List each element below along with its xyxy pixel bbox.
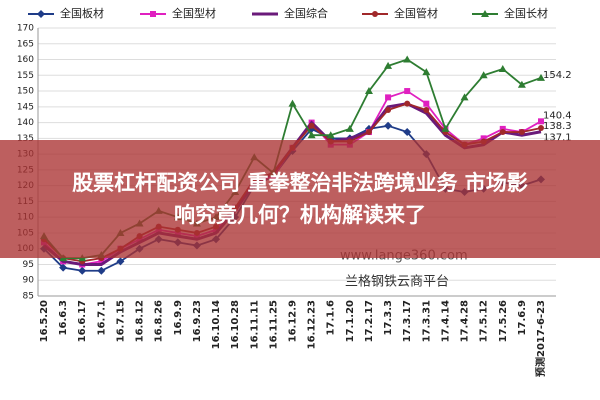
banner-text: 股票杠杆配资公司 重拳整治非法跨境业务 市场影 [72, 171, 528, 195]
point-marker [385, 106, 392, 113]
y-tick-label: 85 [23, 292, 34, 302]
y-tick-label: 170 [17, 24, 34, 34]
x-tick-label: 17.3.17 [402, 300, 413, 342]
legend-item: 全国综合 [252, 6, 328, 20]
point-marker [403, 128, 412, 137]
x-tick-label: 17.2.17 [364, 300, 375, 342]
x-tick-label: 16.11.11 [249, 300, 260, 349]
x-tick-label: 17.4.14 [440, 300, 451, 342]
legend-label: 全国长材 [504, 6, 548, 20]
watermark: 兰格钢铁云商平台 [345, 274, 449, 290]
legend-marker [150, 11, 156, 17]
point-marker [518, 129, 525, 136]
data-label: 140.4 [543, 110, 572, 121]
point-marker [97, 266, 106, 275]
point-marker [479, 71, 488, 79]
y-tick-label: 135 [17, 134, 34, 144]
x-tick-label: 16.5.20 [39, 300, 50, 342]
y-tick-label: 140 [17, 118, 34, 128]
x-tick-label: 16.12.23 [307, 300, 318, 349]
point-marker [517, 80, 526, 88]
x-tick-label: 16.7.1 [96, 300, 107, 335]
point-marker [537, 73, 545, 81]
point-marker [538, 124, 544, 131]
x-tick-label: 16.7.15 [115, 300, 126, 342]
point-marker [499, 129, 506, 136]
x-tick-label: 17.3.31 [421, 300, 432, 342]
y-tick-label: 90 [23, 276, 35, 286]
point-marker [423, 106, 430, 113]
y-tick-label: 160 [17, 55, 34, 65]
x-tick-label: 17.6.9 [517, 300, 528, 335]
x-tick-label: 16.9.23 [192, 300, 203, 342]
point-marker [499, 125, 506, 132]
point-marker [308, 122, 315, 129]
point-marker [403, 55, 412, 63]
y-tick-label: 155 [17, 71, 34, 81]
x-tick-label: 17.1.6 [326, 300, 337, 335]
point-marker [498, 64, 507, 72]
x-tick-label: 16.12.9 [288, 300, 299, 342]
legend-marker [37, 10, 45, 18]
point-marker [384, 61, 393, 69]
y-tick-label: 150 [17, 87, 34, 97]
point-marker [365, 129, 372, 136]
point-marker [384, 121, 393, 130]
x-tick-label: 16.10.28 [230, 300, 241, 349]
point-marker [345, 124, 354, 132]
banner-text: 响究竟几何？机构解读来了 [174, 203, 426, 227]
point-marker [326, 131, 335, 139]
point-marker [480, 135, 487, 142]
point-marker [538, 118, 544, 125]
x-tick-label: 17.1.20 [345, 300, 356, 342]
point-marker [441, 124, 450, 132]
y-tick-label: 95 [23, 260, 34, 270]
point-marker [460, 93, 469, 101]
x-tick-label: 16.6.3 [58, 300, 69, 335]
x-tick-label: 16.8.26 [154, 300, 165, 342]
legend-marker [481, 10, 489, 17]
y-tick-label: 145 [17, 102, 34, 112]
point-marker [404, 100, 411, 107]
legend-label: 全国管材 [394, 6, 438, 20]
point-marker [78, 266, 87, 275]
x-tick-label: 17.4.28 [460, 300, 471, 342]
x-tick-label: 17.5.26 [498, 300, 509, 342]
point-marker [59, 263, 68, 272]
data-label: 137.1 [543, 133, 572, 144]
point-marker [98, 258, 105, 265]
point-marker [423, 100, 430, 107]
y-tick-label: 165 [17, 39, 34, 49]
x-tick-label: 16.11.25 [268, 300, 279, 349]
x-tick-label: 16.8.12 [135, 300, 146, 342]
point-marker [422, 68, 431, 76]
data-label: 154.2 [543, 70, 572, 81]
point-marker [364, 87, 373, 95]
legend-label: 全国综合 [284, 6, 328, 20]
legend-label: 全国型材 [172, 6, 216, 20]
x-tick-label: 16.6.17 [77, 300, 88, 342]
banner [0, 140, 600, 258]
point-marker [116, 257, 125, 266]
x-tick-label: 16.9.9 [173, 300, 184, 335]
x-tick-label: 17.5.12 [479, 300, 490, 342]
point-marker [307, 131, 316, 139]
point-marker [385, 94, 392, 101]
x-tick-label: 16.10.14 [211, 300, 222, 349]
legend-label: 全国板材 [60, 6, 104, 20]
data-label: 138.3 [543, 121, 572, 132]
point-marker [404, 88, 411, 95]
point-marker [288, 99, 297, 107]
x-tick-label: 预测2017-6-23 [534, 300, 547, 377]
x-tick-label: 17.3.3 [383, 300, 394, 335]
legend-marker [372, 11, 378, 17]
